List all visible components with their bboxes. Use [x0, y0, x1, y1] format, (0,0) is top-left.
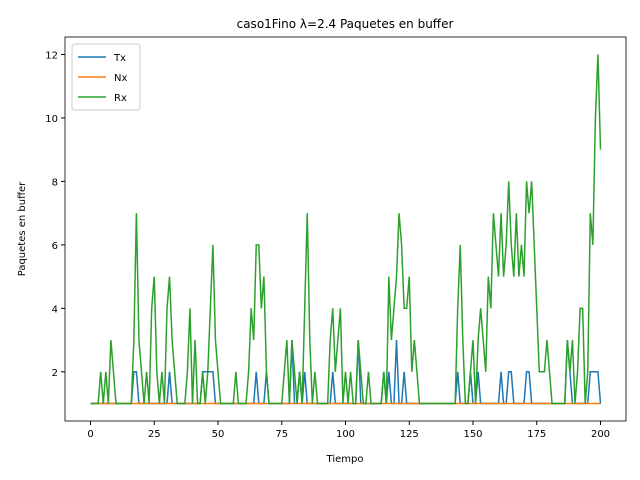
- legend-label: Nx: [114, 73, 127, 84]
- x-tick-label: 50: [212, 429, 225, 440]
- y-tick-label: 8: [52, 177, 58, 188]
- legend-label: Rx: [114, 93, 127, 104]
- x-tick-label: 0: [87, 429, 93, 440]
- x-tick-label: 25: [148, 429, 161, 440]
- x-tick-label: 100: [336, 429, 355, 440]
- x-tick-label: 150: [463, 429, 482, 440]
- y-tick-label: 6: [52, 241, 58, 252]
- legend-label: Tx: [113, 53, 126, 64]
- x-axis-label: Tiempo: [326, 454, 364, 465]
- y-tick-label: 2: [52, 368, 58, 379]
- y-axis-label: Paquetes en buffer: [17, 181, 28, 276]
- chart-title: caso1Fino λ=2.4 Paquetes en buffer: [237, 17, 454, 31]
- x-tick-label: 200: [591, 429, 610, 440]
- y-tick-label: 4: [52, 304, 58, 315]
- series-line: [90, 54, 602, 405]
- y-tick-label: 10: [45, 114, 58, 125]
- x-tick-label: 175: [527, 429, 546, 440]
- axes-frame: [64, 36, 627, 422]
- x-tick-label: 75: [275, 429, 288, 440]
- x-tick-label: 125: [400, 429, 419, 440]
- y-tick-label: 12: [45, 50, 58, 61]
